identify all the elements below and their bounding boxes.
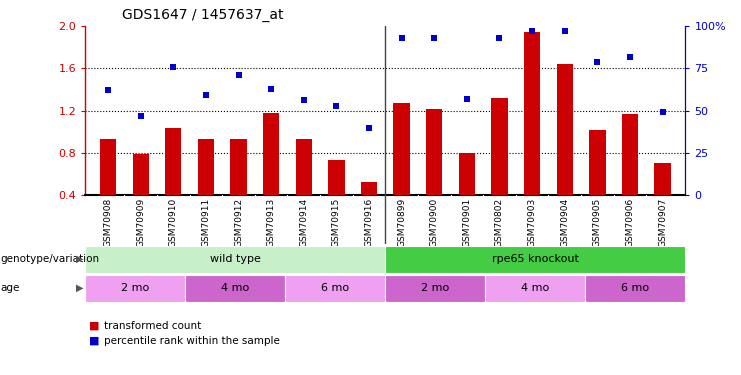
Text: ■: ■ — [89, 321, 99, 331]
Text: GSM70907: GSM70907 — [658, 197, 667, 247]
Text: percentile rank within the sample: percentile rank within the sample — [104, 336, 279, 346]
Point — [428, 35, 440, 41]
Text: GSM70914: GSM70914 — [299, 197, 308, 247]
Text: GSM70911: GSM70911 — [202, 197, 210, 247]
Point — [330, 102, 342, 109]
Text: ▶: ▶ — [76, 254, 84, 264]
Point — [559, 28, 571, 34]
Bar — [654, 164, 671, 195]
Bar — [100, 139, 116, 195]
Bar — [622, 114, 638, 195]
Text: GSM70906: GSM70906 — [625, 197, 634, 247]
Text: ■: ■ — [89, 336, 99, 346]
Text: 6 mo: 6 mo — [322, 283, 349, 293]
Bar — [393, 103, 410, 195]
Text: 4 mo: 4 mo — [521, 283, 550, 293]
Bar — [524, 32, 540, 195]
Point — [200, 93, 212, 99]
Point — [102, 87, 114, 93]
Point — [167, 64, 179, 70]
Text: 6 mo: 6 mo — [622, 283, 649, 293]
Bar — [263, 113, 279, 195]
Text: genotype/variation: genotype/variation — [1, 254, 100, 264]
Bar — [285, 274, 385, 302]
Point — [135, 112, 147, 118]
Text: rpe65 knockout: rpe65 knockout — [492, 254, 579, 264]
Point — [298, 98, 310, 104]
Text: GSM70909: GSM70909 — [136, 197, 145, 247]
Bar — [385, 274, 485, 302]
Text: GSM70899: GSM70899 — [397, 197, 406, 247]
Text: wild type: wild type — [210, 254, 261, 264]
Text: 4 mo: 4 mo — [221, 283, 250, 293]
Text: GSM70904: GSM70904 — [560, 197, 569, 247]
Text: GSM70900: GSM70900 — [430, 197, 439, 247]
Bar — [361, 182, 377, 195]
Point — [657, 110, 668, 116]
Point — [233, 72, 245, 78]
Point — [624, 54, 636, 60]
Bar — [85, 274, 185, 302]
Bar — [589, 130, 605, 195]
Text: GSM70910: GSM70910 — [169, 197, 178, 247]
Bar — [85, 246, 385, 273]
Bar — [198, 139, 214, 195]
Point — [526, 28, 538, 34]
Bar — [230, 139, 247, 195]
Bar — [385, 246, 685, 273]
Point — [461, 96, 473, 102]
Bar — [556, 64, 573, 195]
Text: GSM70901: GSM70901 — [462, 197, 471, 247]
Text: 2 mo: 2 mo — [121, 283, 150, 293]
Point — [396, 35, 408, 41]
Text: transformed count: transformed count — [104, 321, 201, 331]
Bar — [133, 154, 149, 195]
Text: GSM70903: GSM70903 — [528, 197, 536, 247]
Point — [591, 58, 603, 64]
Text: GSM70915: GSM70915 — [332, 197, 341, 247]
Bar — [165, 128, 182, 195]
Text: GDS1647 / 1457637_at: GDS1647 / 1457637_at — [122, 9, 284, 22]
Text: GSM70913: GSM70913 — [267, 197, 276, 247]
Text: GSM70802: GSM70802 — [495, 197, 504, 247]
Text: age: age — [1, 283, 20, 293]
Text: GSM70908: GSM70908 — [104, 197, 113, 247]
Bar — [426, 108, 442, 195]
Text: GSM70916: GSM70916 — [365, 197, 373, 247]
Point — [265, 86, 277, 92]
Bar — [328, 160, 345, 195]
Point — [494, 35, 505, 41]
Text: GSM70912: GSM70912 — [234, 197, 243, 247]
Bar — [485, 274, 585, 302]
Bar — [296, 139, 312, 195]
Text: ▶: ▶ — [76, 283, 84, 293]
Point — [363, 124, 375, 130]
Bar — [491, 98, 508, 195]
Text: 2 mo: 2 mo — [421, 283, 450, 293]
Bar — [185, 274, 285, 302]
Text: GSM70905: GSM70905 — [593, 197, 602, 247]
Bar — [585, 274, 685, 302]
Bar — [459, 153, 475, 195]
